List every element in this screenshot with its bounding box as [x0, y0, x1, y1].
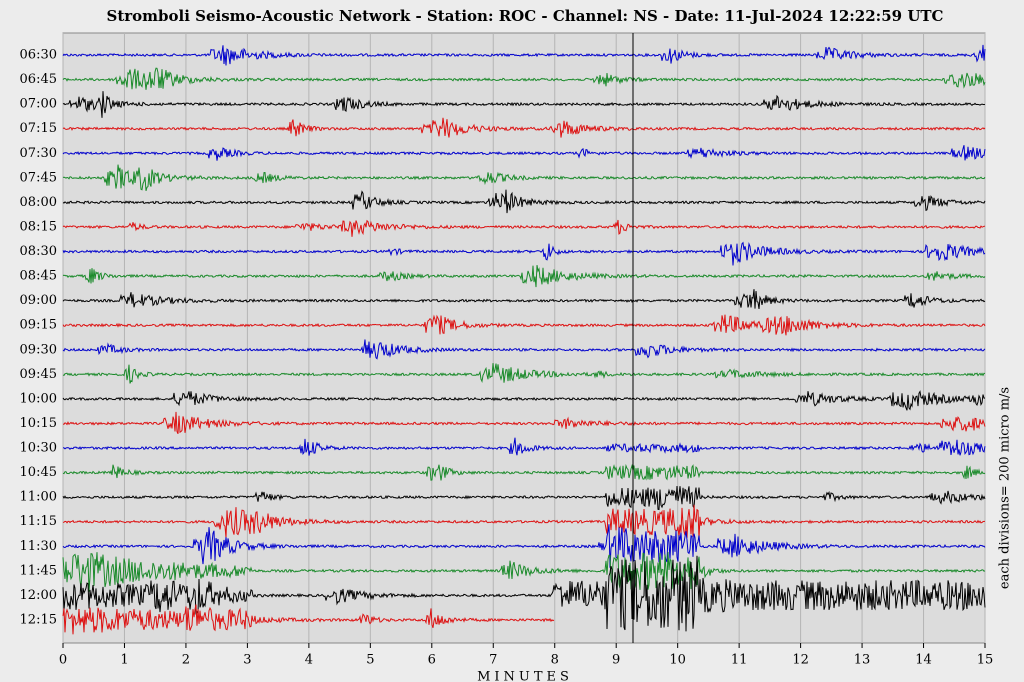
x-tick-label: 2 — [182, 653, 190, 668]
x-tick-label: 7 — [489, 653, 497, 668]
y-axis-label: each divisions= 200 micro m/s — [998, 387, 1013, 589]
x-axis-label: MINUTES — [477, 670, 573, 682]
trace — [62, 411, 986, 435]
trace — [62, 67, 986, 90]
trace — [62, 463, 986, 481]
row-label: 12:00 — [20, 588, 57, 603]
row-label: 11:15 — [20, 514, 57, 529]
trace — [62, 390, 985, 411]
row-label: 10:45 — [20, 465, 57, 480]
trace — [62, 485, 986, 511]
trace — [62, 265, 986, 288]
trace — [62, 551, 986, 592]
trace — [62, 145, 986, 161]
trace — [62, 289, 986, 309]
row-label: 08:00 — [20, 195, 57, 210]
x-tick-label: 12 — [792, 653, 809, 668]
trace — [62, 314, 986, 336]
row-label: 10:15 — [20, 416, 57, 431]
row-label: 10:30 — [20, 441, 57, 456]
traces — [62, 44, 986, 635]
x-tick-label: 8 — [551, 653, 559, 668]
x-tick-label: 15 — [977, 653, 994, 668]
trace — [62, 189, 986, 214]
row-label: 08:15 — [20, 219, 57, 234]
trace — [62, 339, 986, 360]
x-tick-label: 13 — [854, 653, 871, 668]
row-label: 09:15 — [20, 318, 57, 333]
x-tick-label: 6 — [428, 653, 436, 668]
trace — [62, 117, 986, 138]
row-label: 07:45 — [20, 170, 57, 185]
trace — [62, 91, 986, 118]
row-label: 06:45 — [20, 72, 57, 87]
x-tick-label: 10 — [669, 653, 686, 668]
trace — [62, 241, 986, 266]
trace — [62, 363, 986, 384]
row-label: 10:00 — [20, 391, 57, 406]
trace — [62, 504, 985, 540]
trace — [62, 164, 986, 192]
row-label: 11:45 — [20, 563, 57, 578]
row-label: 07:30 — [20, 146, 57, 161]
trace — [62, 604, 555, 635]
chart-title: Stromboli Seismo-Acoustic Network - Stat… — [106, 7, 943, 25]
x-tick-label: 1 — [120, 653, 128, 668]
trace — [62, 555, 986, 632]
row-label: 11:30 — [20, 539, 57, 554]
x-tick-label: 0 — [59, 653, 67, 668]
row-label: 11:00 — [20, 490, 57, 505]
row-label: 07:00 — [20, 97, 57, 112]
row-label: 09:45 — [20, 367, 57, 382]
x-tick-label: 5 — [366, 653, 374, 668]
row-label: 12:15 — [20, 613, 57, 628]
x-tick-label: 9 — [612, 653, 620, 668]
row-label: 08:45 — [20, 269, 57, 284]
row-label: 09:30 — [20, 342, 57, 357]
row-label: 06:30 — [20, 48, 57, 63]
x-tick-label: 4 — [305, 653, 313, 668]
row-label: 09:00 — [20, 293, 57, 308]
row-label: 07:15 — [20, 121, 57, 136]
x-tick-label: 14 — [915, 653, 932, 668]
trace — [62, 219, 986, 237]
x-tick-label: 3 — [243, 653, 251, 668]
trace — [62, 437, 986, 456]
trace — [62, 524, 986, 568]
row-label: 08:30 — [20, 244, 57, 259]
trace — [62, 44, 986, 66]
x-tick-label: 11 — [731, 653, 748, 668]
